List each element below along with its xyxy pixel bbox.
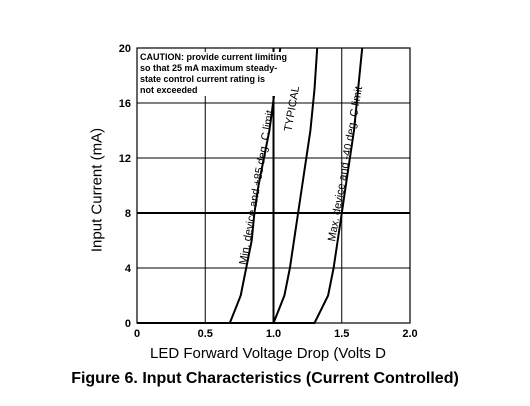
y-tick-label: 8 xyxy=(125,208,131,220)
x-tick-label: 1.0 xyxy=(266,328,281,340)
caution-line: not exceeded xyxy=(140,85,198,95)
caution-line: state control current rating is xyxy=(140,74,266,84)
series-line-2 xyxy=(137,47,319,324)
y-tick-label: 20 xyxy=(119,43,131,55)
tick-labels: 0 0.5 1.0 1.5 2.0 0 4 8 12 16 20 xyxy=(119,43,418,340)
caution-line: CAUTION: provide current limiting xyxy=(140,52,288,62)
figure-caption: Figure 6. Input Characteristics (Current… xyxy=(71,370,459,387)
series-line-1 xyxy=(137,47,282,324)
x-tick-label: 0.5 xyxy=(198,328,213,340)
series-label: Min. device and +85 deg. C limit xyxy=(237,109,276,266)
y-tick-label: 0 xyxy=(125,318,131,330)
series-line-3 xyxy=(137,47,364,324)
x-tick-label: 2.0 xyxy=(402,328,417,340)
series-label: Max. device and -40 deg. C limit xyxy=(326,86,365,243)
caution-annotation: CAUTION: provide current limiting so tha… xyxy=(140,52,288,96)
series-lines xyxy=(137,47,364,324)
caution-line: so that 25 mA maximum steady- xyxy=(140,63,278,73)
y-tick-label: 4 xyxy=(125,263,132,275)
x-tick-label: 1.5 xyxy=(334,328,349,340)
x-tick-label: 0 xyxy=(134,328,140,340)
y-tick-label: 12 xyxy=(119,153,131,165)
y-axis-label-text: Input Current (mA) xyxy=(88,127,106,253)
x-axis-label: LED Forward Voltage Drop (Volts D xyxy=(150,345,386,362)
y-tick-label: 16 xyxy=(119,98,131,110)
